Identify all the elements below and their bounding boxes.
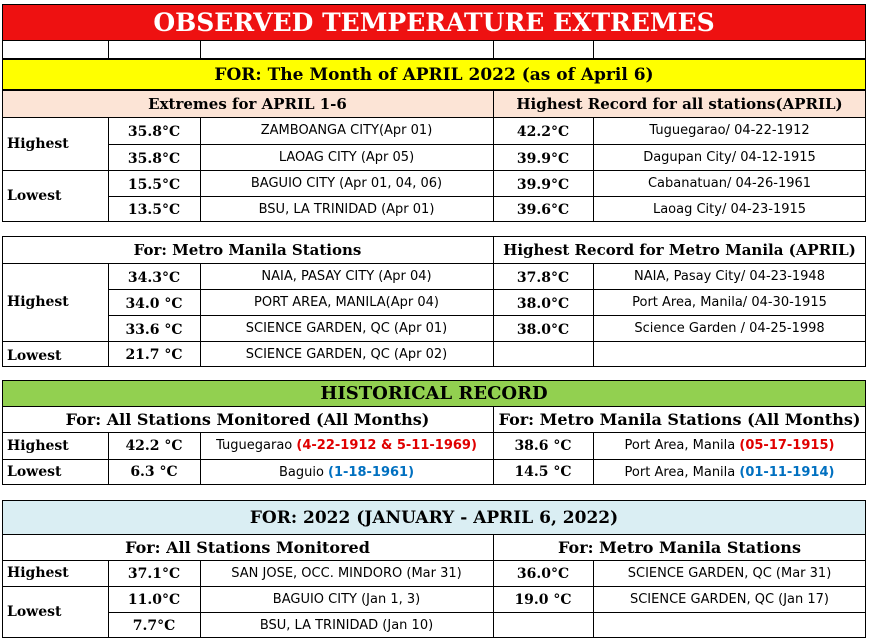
record-station: Science Garden / 04-25-1998 [634, 320, 825, 336]
section1-table [2, 90, 866, 222]
station-name: BAGUIO CITY (Jan 1, 3) [272, 591, 421, 607]
year-right-header: For: Metro Manila Stations [558, 537, 801, 557]
record-value: 39.6°C [516, 202, 570, 218]
month-banner-text: FOR: The Month of APRIL 2022 (as of Apri… [214, 64, 654, 85]
station-name: SCIENCE GARDEN, QC (Apr 02) [245, 346, 448, 362]
record-value: 39.9°C [516, 177, 570, 193]
temp-value: 13.5°C [127, 202, 181, 218]
record-value: 42.2°C [516, 124, 570, 140]
station-name: LAOAG CITY (Apr 05) [278, 149, 415, 165]
record-value: 38.0°C [516, 296, 570, 312]
temp-value: 11.0°C [127, 592, 181, 608]
historical-table [2, 406, 866, 485]
temp-value: 34.3°C [127, 270, 181, 286]
historical-right-header: For: Metro Manila Stations (All Months) [498, 409, 861, 429]
title-banner [2, 4, 866, 41]
page-title: OBSERVED TEMPERATURE EXTREMES [153, 8, 715, 37]
record-value: 37.8°C [516, 270, 570, 286]
record-station: Laoag City/ 04-23-1915 [652, 201, 807, 217]
s2-lowest-label: Lowest [7, 348, 62, 364]
record-station-cell: Port Area, Manila (01-11-1914) [593, 459, 866, 485]
section2-right-header: Highest Record for Metro Manila (APRIL) [503, 240, 856, 259]
temp-value: 37.1°C [127, 566, 181, 582]
temp-value: 15.5°C [127, 177, 181, 193]
temp-value: 35.8°C [127, 124, 181, 140]
spacer-row [2, 40, 866, 59]
section2-table [2, 236, 866, 367]
record-station: Cabanatuan/ 04-26-1961 [647, 175, 812, 191]
s2-highest-label: Highest [7, 294, 69, 310]
s4-highest-label: Highest [7, 565, 69, 581]
record-value: 38.0°C [516, 322, 570, 338]
year-title: FOR: 2022 (JANUARY - APRIL 6, 2022) [249, 507, 619, 528]
record-value: 19.0 °C [514, 592, 572, 608]
record-date: (1-18-1961) [328, 464, 415, 480]
station-name: Tuguegarao [216, 438, 293, 453]
temp-value: 21.7 °C [125, 347, 183, 363]
station-cell: Tuguegarao (4-22-1912 & 5-11-1969) [200, 432, 493, 459]
record-station-cell: Port Area, Manila (05-17-1915) [593, 432, 866, 459]
record-date: (4-22-1912 & 5-11-1969) [296, 438, 477, 453]
section1-right-header: Highest Record for all stations(APRIL) [516, 94, 843, 113]
record-station: NAIA, Pasay City/ 04-23-1948 [634, 268, 825, 284]
historical-title: HISTORICAL RECORD [320, 383, 548, 404]
record-station: Tuguegarao/ 04-22-1912 [649, 123, 810, 138]
record-value: 39.9°C [516, 151, 570, 167]
s1-highest-label: Highest [7, 135, 69, 152]
record-station: SCIENCE GARDEN, QC (Mar 31) [627, 565, 832, 581]
temp-value: 33.6 °C [125, 322, 183, 338]
record-station: Port Area, Manila/ 04-30-1915 [632, 294, 827, 310]
station-name: SAN JOSE, OCC. MINDORO (Mar 31) [231, 565, 462, 581]
record-date: (05-17-1915) [739, 438, 835, 453]
temp-value: 34.0 °C [125, 296, 183, 312]
s4-lowest-label: Lowest [7, 604, 62, 620]
temp-value: 7.7°C [132, 617, 176, 634]
year-left-header: For: All Stations Monitored [125, 537, 370, 557]
record-station: Port Area, Manila [624, 464, 736, 480]
station-name: Baguio [278, 464, 324, 480]
record-value: 14.5 °C [514, 464, 572, 480]
station-name: NAIA, PASAY CITY (Apr 04) [261, 268, 432, 284]
historical-left-header: For: All Stations Monitored (All Months) [65, 409, 430, 429]
temp-value: 35.8°C [127, 151, 181, 167]
station-name: BSU, LA TRINIDAD (Jan 10) [259, 617, 434, 633]
station-name: SCIENCE GARDEN, QC (Apr 01) [245, 320, 448, 336]
month-banner [2, 59, 866, 90]
station-name: BSU, LA TRINIDAD (Apr 01) [258, 201, 435, 217]
temp-value: 6.3 °C [130, 464, 178, 480]
historical-banner [2, 380, 866, 407]
year-banner [2, 500, 866, 535]
temp-value: 42.2 °C [125, 437, 183, 454]
station-name: PORT AREA, MANILA(Apr 04) [254, 294, 439, 310]
row-label: Highest [7, 437, 69, 454]
row-label: Lowest [7, 464, 62, 480]
s1-lowest-label: Lowest [7, 188, 62, 204]
section2-left-header: For: Metro Manila Stations [133, 240, 362, 259]
station-name: BAGUIO CITY (Apr 01, 04, 06) [250, 175, 443, 191]
record-station: Dagupan City/ 04-12-1915 [643, 149, 816, 165]
station-name: ZAMBOANGA CITY(Apr 01) [260, 123, 433, 138]
record-station: Port Area, Manila [624, 438, 736, 453]
record-value: 38.6 °C [514, 437, 572, 454]
record-date: (01-11-1914) [739, 464, 835, 480]
section1-left-header: Extremes for APRIL 1-6 [148, 94, 347, 113]
record-station: SCIENCE GARDEN, QC (Jan 17) [629, 591, 830, 607]
station-cell: Baguio (1-18-1961) [200, 459, 493, 485]
record-value: 36.0°C [516, 566, 570, 582]
